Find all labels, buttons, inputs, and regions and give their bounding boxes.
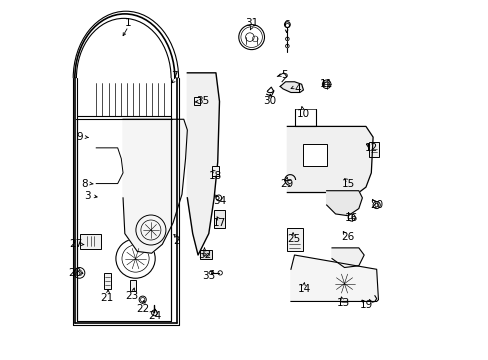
Text: 6: 6 (283, 19, 289, 30)
Text: 26: 26 (341, 232, 354, 242)
FancyBboxPatch shape (286, 228, 302, 251)
Text: 18: 18 (209, 171, 222, 181)
FancyBboxPatch shape (303, 144, 326, 166)
FancyBboxPatch shape (104, 273, 111, 289)
Polygon shape (287, 126, 372, 193)
Text: 7: 7 (171, 71, 178, 81)
Text: 17: 17 (212, 218, 225, 228)
Text: 13: 13 (337, 298, 350, 308)
Text: 20: 20 (369, 200, 383, 210)
FancyBboxPatch shape (211, 166, 219, 176)
Polygon shape (280, 82, 303, 93)
Text: 24: 24 (147, 311, 161, 321)
Polygon shape (326, 191, 362, 216)
Text: 22: 22 (136, 303, 149, 314)
Text: 9: 9 (77, 132, 83, 142)
Text: 14: 14 (297, 284, 310, 294)
Text: 32: 32 (198, 250, 211, 260)
Text: 1: 1 (125, 18, 131, 28)
Text: 19: 19 (359, 300, 372, 310)
Text: 31: 31 (244, 18, 258, 28)
Text: 8: 8 (81, 179, 88, 189)
Text: 33: 33 (202, 271, 215, 282)
Text: 21: 21 (100, 293, 113, 303)
Text: 30: 30 (263, 96, 276, 107)
Text: 35: 35 (195, 96, 208, 107)
Text: 4: 4 (293, 84, 300, 94)
Text: 28: 28 (68, 268, 81, 278)
Text: 27: 27 (69, 239, 82, 249)
Polygon shape (331, 248, 364, 267)
FancyBboxPatch shape (130, 280, 135, 291)
Polygon shape (187, 73, 219, 255)
Polygon shape (290, 255, 378, 301)
Text: 15: 15 (341, 179, 354, 189)
Text: 11: 11 (319, 78, 333, 89)
FancyBboxPatch shape (214, 210, 224, 228)
FancyBboxPatch shape (368, 142, 378, 157)
Text: 5: 5 (281, 69, 287, 80)
Text: 16: 16 (345, 212, 358, 222)
Text: 2: 2 (173, 236, 180, 246)
Text: 23: 23 (125, 291, 138, 301)
Text: 25: 25 (286, 234, 300, 244)
Text: 34: 34 (212, 197, 225, 206)
FancyBboxPatch shape (193, 97, 200, 105)
Text: 10: 10 (296, 109, 309, 119)
FancyBboxPatch shape (200, 250, 212, 259)
Text: 3: 3 (84, 191, 90, 201)
Text: 29: 29 (280, 179, 293, 189)
Text: 12: 12 (364, 143, 377, 153)
Polygon shape (123, 119, 187, 253)
FancyBboxPatch shape (80, 234, 101, 249)
